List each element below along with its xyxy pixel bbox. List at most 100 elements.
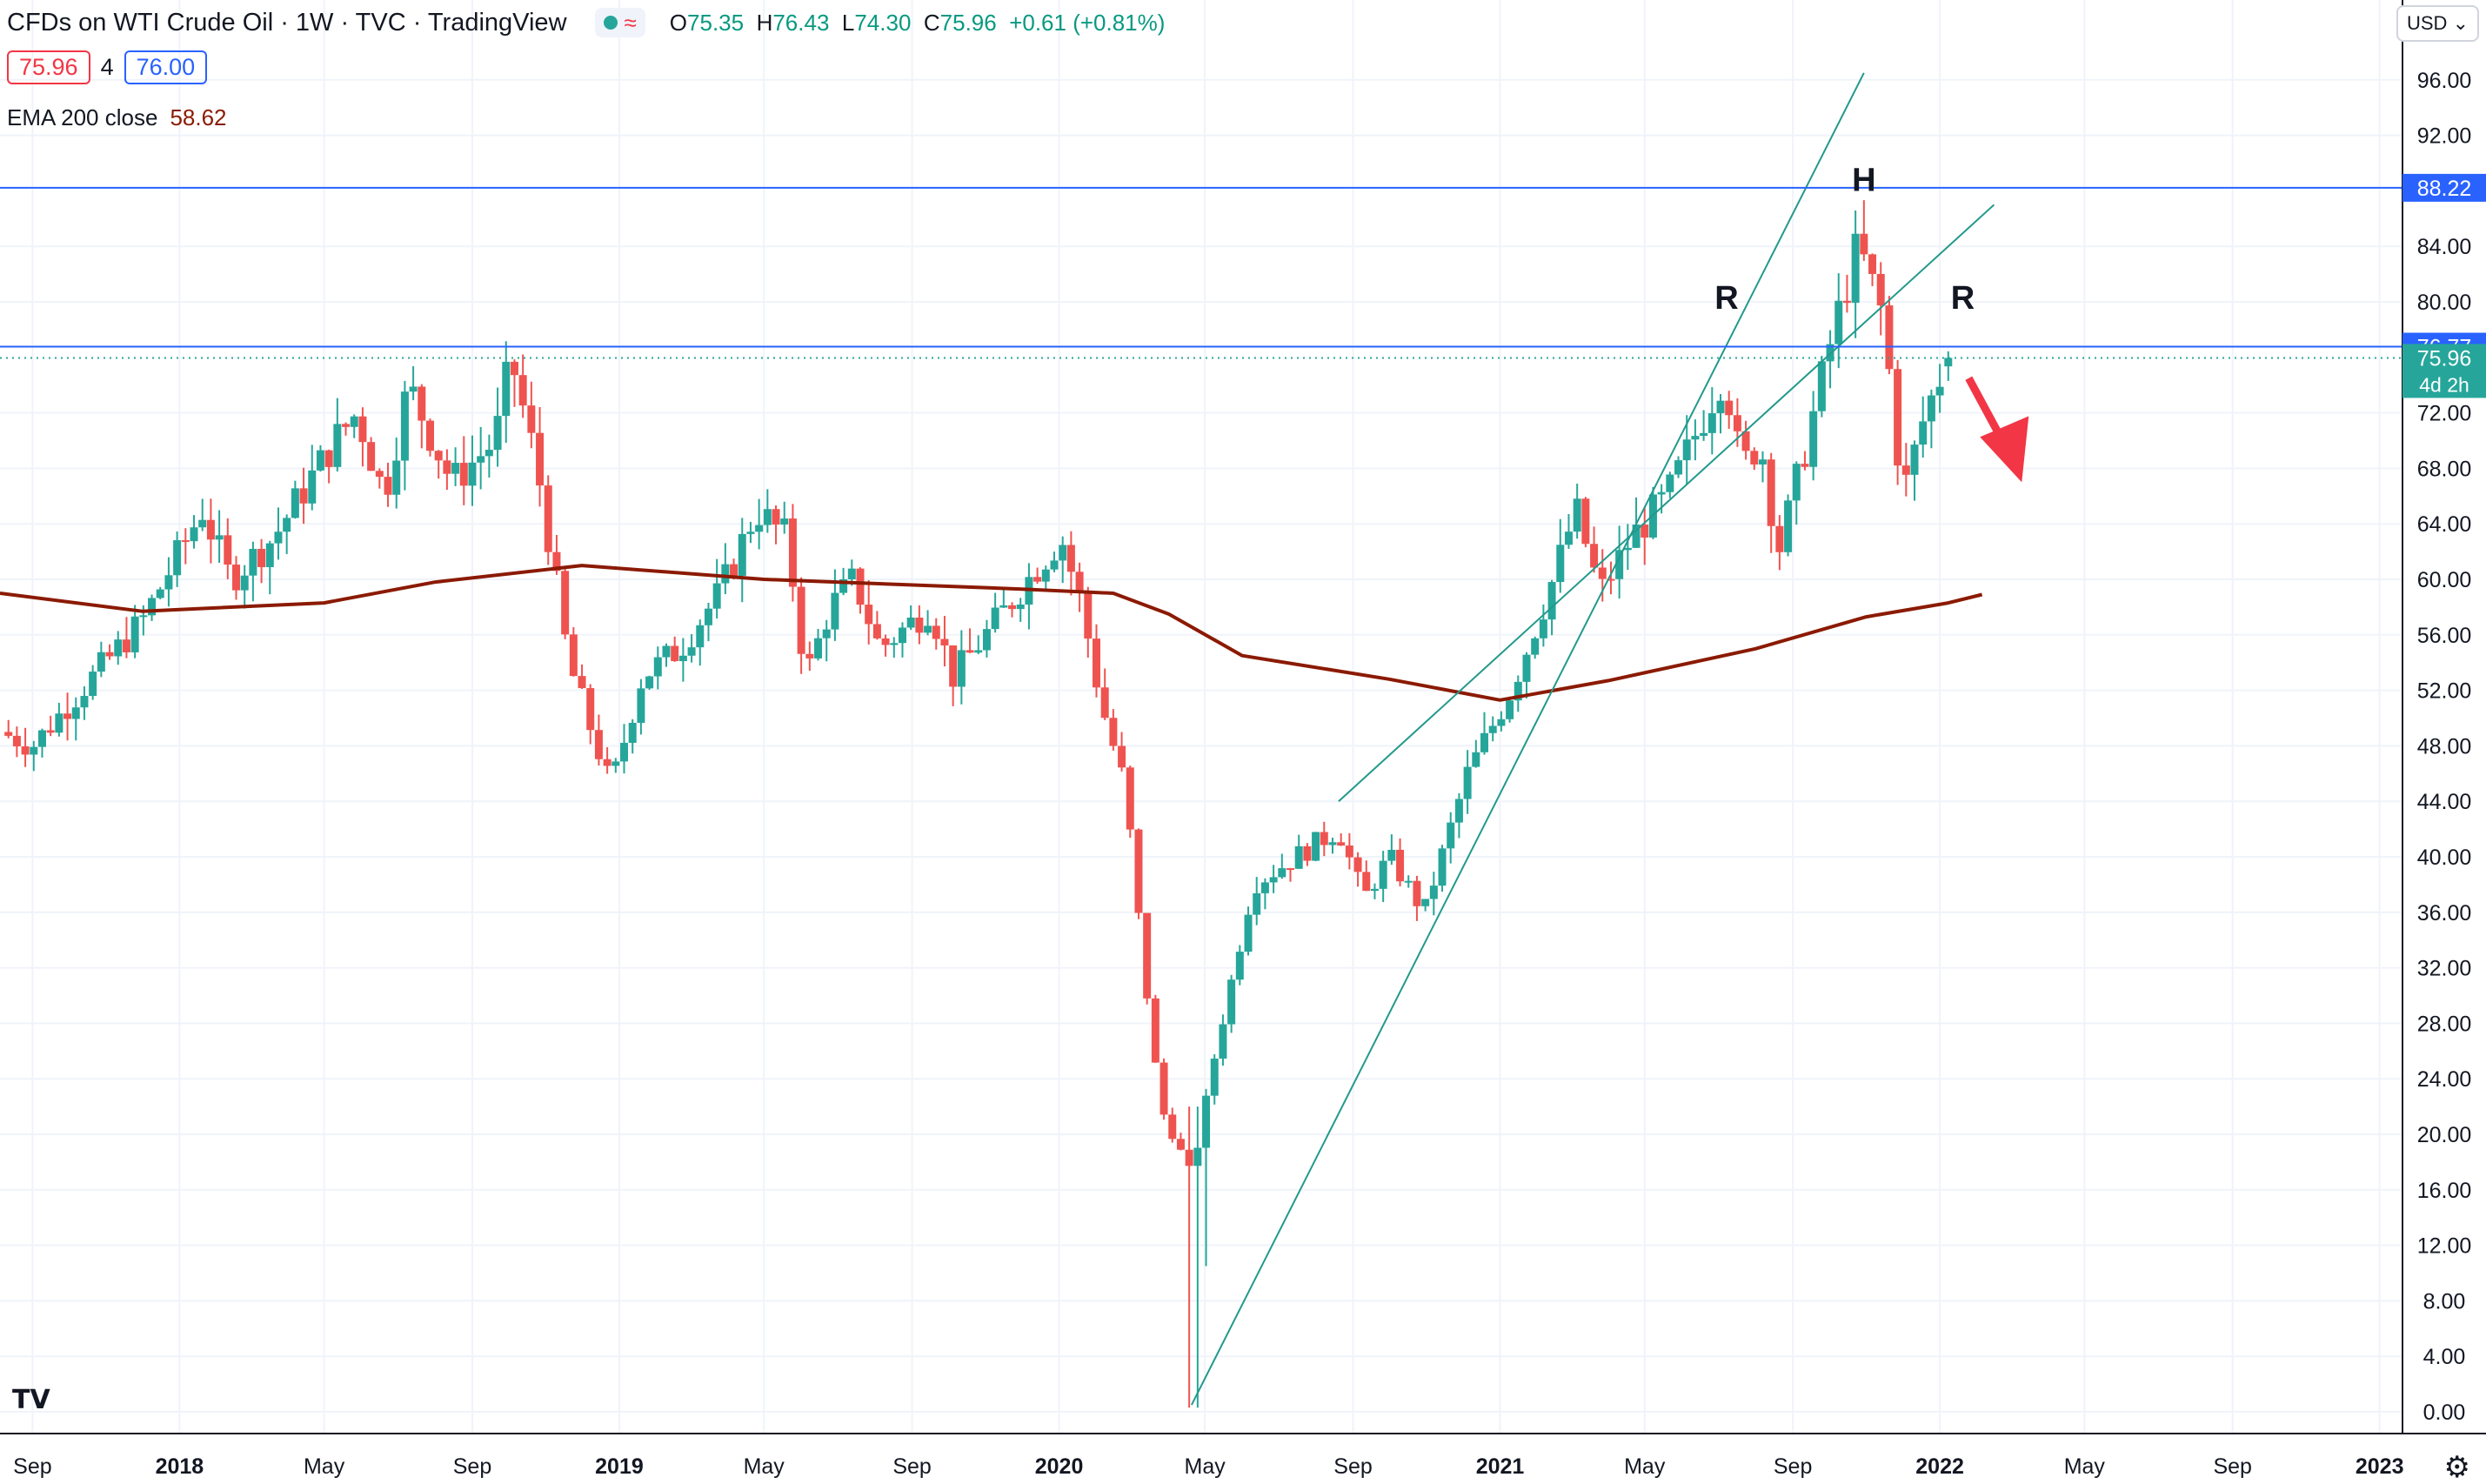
candle-body (224, 535, 232, 565)
candle-body (949, 645, 958, 687)
candle-body (1674, 460, 1683, 475)
candle-body (1700, 432, 1708, 437)
candle-body (1750, 451, 1759, 465)
x-tick-label: 2020 (1035, 1454, 1084, 1479)
y-tick-label: 96.00 (2417, 69, 2472, 93)
candle-body (991, 607, 999, 630)
candle-body (105, 652, 114, 657)
candle-body (426, 420, 435, 451)
candle-body (856, 568, 865, 605)
candle-body (1919, 421, 1928, 445)
candle-body (4, 732, 13, 736)
candle-body (1041, 569, 1050, 582)
candle-body (1488, 725, 1497, 733)
currency-label: USD (2406, 12, 2448, 34)
candle-body (687, 647, 696, 656)
indicator-value: 58.62 (170, 104, 227, 130)
x-tick-label: Sep (892, 1454, 931, 1479)
symbol-title[interactable]: CFDs on WTI Crude Oil · 1W · TVC · Tradi… (7, 8, 567, 37)
y-tick-label: 4.00 (2423, 1345, 2466, 1369)
candle-body (1842, 300, 1851, 304)
tradingview-logo-icon[interactable]: TV (12, 1385, 50, 1415)
candle-body (569, 634, 578, 677)
candle-body (966, 650, 974, 653)
y-tick-label: 80.00 (2417, 291, 2472, 315)
market-status[interactable]: ≈ (594, 8, 645, 37)
candle-body (1944, 358, 1953, 367)
candle-body (1817, 361, 1826, 411)
candle-body (156, 589, 164, 598)
currency-button[interactable]: USD ⌄ (2396, 5, 2479, 42)
candle-body (1792, 464, 1801, 501)
candle-body (831, 592, 839, 630)
y-tick-label: 40.00 (2417, 846, 2472, 870)
candle-body (71, 707, 80, 719)
x-tick-label: 2023 (2356, 1454, 2404, 1479)
y-tick-label: 20.00 (2417, 1123, 2472, 1147)
candle-body (291, 488, 299, 518)
open-value: 75.35 (687, 9, 745, 36)
x-tick-label: Sep (13, 1454, 51, 1479)
candle-body (1901, 465, 1910, 475)
candle-body (367, 442, 376, 471)
channel-line-1 (1191, 72, 1865, 1406)
candle-body (89, 672, 97, 697)
candle-body (1159, 1062, 1168, 1115)
candle-body (586, 688, 595, 731)
ema-200-line (0, 564, 1983, 702)
y-tick-label: 52.00 (2417, 679, 2472, 704)
candle-body (1564, 531, 1573, 545)
y-tick-label: 28.00 (2417, 1012, 2472, 1036)
candle-body (1522, 654, 1531, 682)
arrow-head-icon (1980, 416, 2029, 483)
candle-body (1623, 547, 1632, 551)
candle-body (1581, 498, 1590, 545)
candle-body (611, 761, 620, 766)
gear-icon[interactable]: ⚙ (2443, 1451, 2470, 1484)
candle-body (1345, 846, 1353, 858)
buy-price-button[interactable]: 76.00 (124, 50, 208, 84)
change-value: +0.61 (+0.81%) (1009, 9, 1166, 36)
candle-body (1092, 638, 1100, 688)
candle-body (865, 605, 873, 625)
candle-body (1016, 604, 1025, 610)
chart-header: CFDs on WTI Crude Oil · 1W · TVC · Tradi… (7, 5, 1165, 40)
trade-buttons: 75.96 4 76.00 (7, 50, 208, 84)
indicator-legend[interactable]: EMA 200 close 58.62 (7, 104, 227, 131)
x-tick-label: May (744, 1454, 785, 1479)
candle-body (527, 405, 536, 433)
sell-price-button[interactable]: 75.96 (7, 50, 90, 84)
y-tick-label: 72.00 (2417, 402, 2472, 426)
candle-body (704, 608, 712, 625)
candle-body (1607, 578, 1615, 581)
y-tick-label: 16.00 (2417, 1179, 2472, 1203)
x-tick-label: May (1185, 1454, 1226, 1479)
candle-body (839, 578, 848, 593)
candle-body (1885, 305, 1894, 370)
candle-body (485, 450, 493, 457)
chevron-down-icon: ⌄ (2452, 12, 2469, 34)
candle-body (1598, 567, 1607, 579)
candle-body (1100, 687, 1109, 719)
candle-body (721, 564, 730, 584)
candle-body (1775, 525, 1784, 552)
candle-body (434, 451, 443, 461)
candle-body (299, 488, 308, 504)
candle-body (1202, 1095, 1211, 1148)
indicator-label: EMA 200 close (7, 104, 158, 130)
candle-body (80, 696, 89, 708)
candle-body (148, 598, 157, 616)
candle-body (1278, 868, 1286, 878)
candle-body (940, 638, 949, 646)
candle-body (1033, 577, 1042, 582)
candle-body (1303, 846, 1312, 861)
candle-body (1834, 300, 1843, 344)
candle-body (1894, 369, 1902, 466)
candle-body (1547, 582, 1556, 620)
candle-body (746, 531, 755, 534)
candle-body (1370, 888, 1379, 892)
candle-body (1868, 254, 1877, 274)
candle-body (1801, 464, 1809, 467)
candle-body (400, 391, 409, 461)
